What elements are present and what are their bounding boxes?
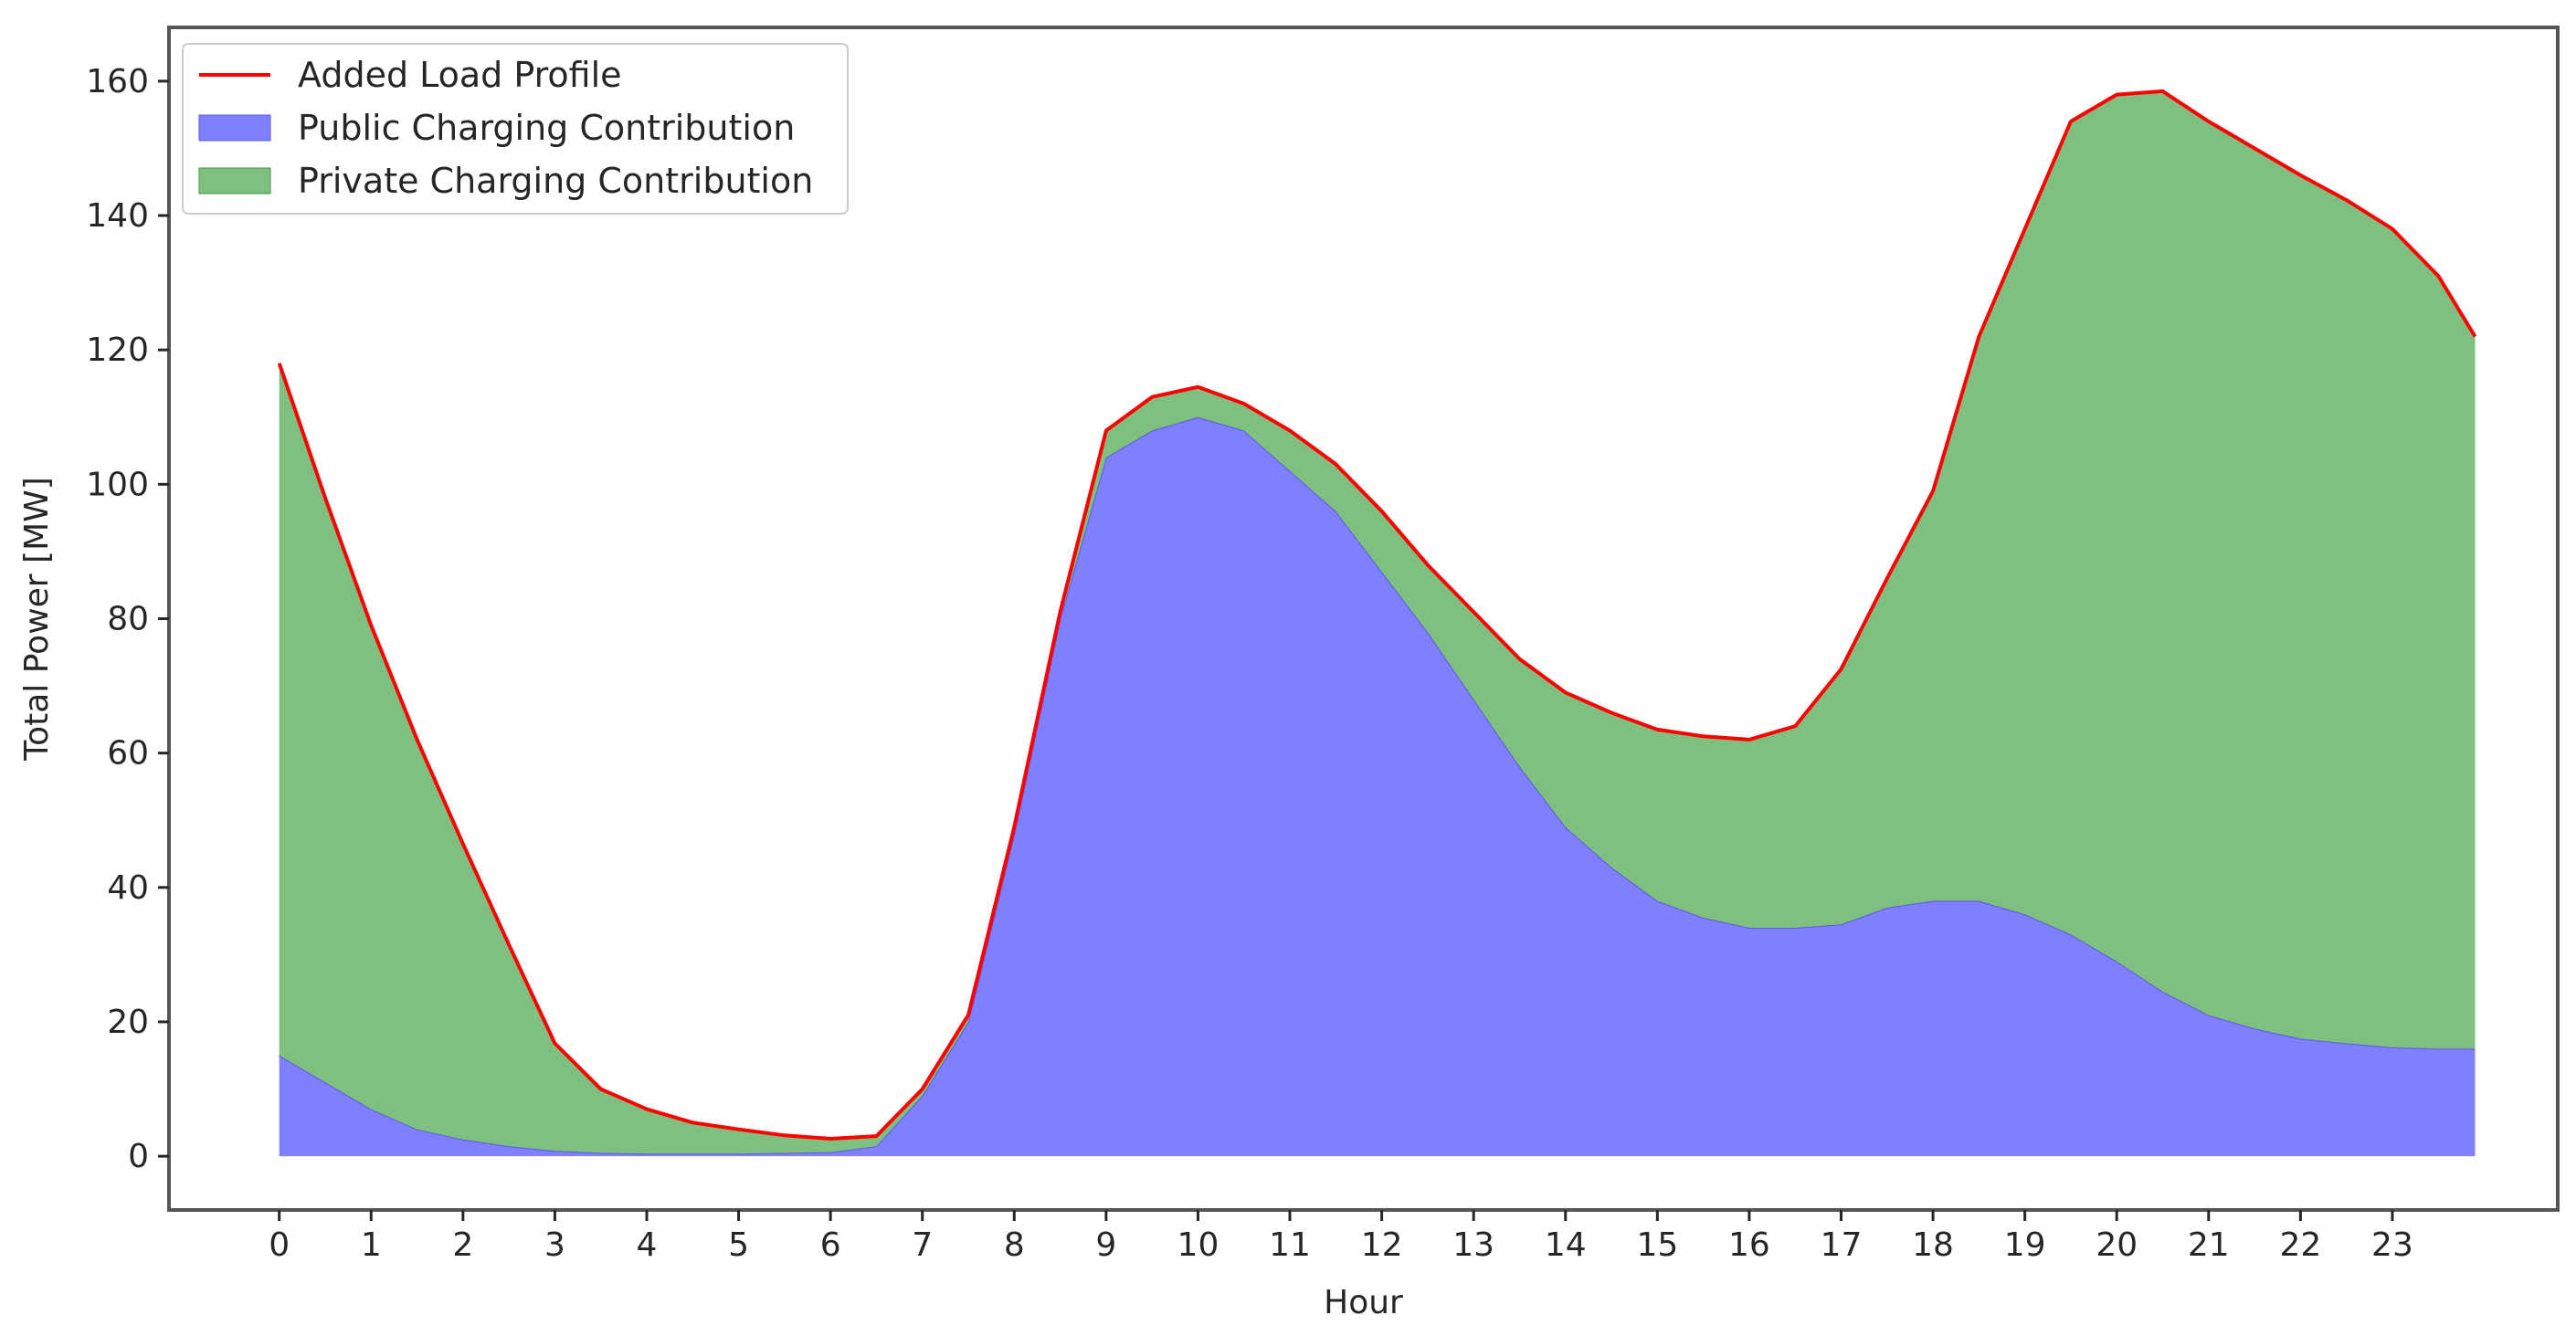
areas-layer xyxy=(278,89,2476,1157)
legend: Added Load Profile Public Charging Contri… xyxy=(182,43,849,215)
x-axis-label: Hour xyxy=(1324,1284,1403,1321)
legend-label: Public Charging Contribution xyxy=(298,108,795,148)
x-tick-label: 15 xyxy=(1636,1226,1678,1264)
legend-label: Private Charging Contribution xyxy=(298,161,813,201)
legend-swatch xyxy=(198,167,271,195)
legend-box xyxy=(182,43,849,215)
x-tick-label: 0 xyxy=(269,1226,290,1264)
x-tick-label: 20 xyxy=(2096,1226,2138,1264)
x-tick-label: 10 xyxy=(1177,1226,1219,1264)
x-tick-label: 5 xyxy=(728,1226,749,1264)
x-tick-label: 18 xyxy=(1912,1226,1954,1264)
legend-swatch xyxy=(198,114,271,142)
x-tick-label: 21 xyxy=(2188,1226,2230,1264)
x-tick-label: 12 xyxy=(1361,1226,1403,1264)
y-tick-label: 140 xyxy=(86,197,149,235)
y-tick-label: 40 xyxy=(107,869,149,907)
y-tick-label: 160 xyxy=(86,63,149,100)
series-line-added-load-profile xyxy=(277,89,2477,1141)
y-axis-label: Total Power [MW] xyxy=(18,477,56,762)
x-tick-label: 11 xyxy=(1269,1226,1311,1264)
x-tick-label: 4 xyxy=(637,1226,658,1264)
y-tick-label: 0 xyxy=(128,1138,149,1175)
x-axis: 0 1 2 3 4 5 6 7 8 9 10 11 12 13 14 15 16 17 18 19 20 21 22 23 xyxy=(269,1210,2413,1264)
area-private-charging xyxy=(279,90,2476,1154)
x-tick-label: 9 xyxy=(1095,1226,1116,1264)
x-tick-label: 3 xyxy=(544,1226,565,1264)
x-tick-label: 19 xyxy=(2004,1226,2046,1264)
x-tick-label: 8 xyxy=(1004,1226,1025,1264)
x-tick-label: 22 xyxy=(2279,1226,2321,1264)
x-tick-label: 13 xyxy=(1452,1226,1494,1264)
y-tick-label: 20 xyxy=(107,1004,149,1041)
y-tick-label: 60 xyxy=(107,735,149,773)
x-tick-label: 14 xyxy=(1545,1226,1587,1264)
y-tick-label: 100 xyxy=(86,466,149,503)
y-tick-label: 80 xyxy=(107,601,149,638)
y-tick-label: 120 xyxy=(86,331,149,369)
x-tick-label: 17 xyxy=(1821,1226,1863,1264)
area-public-charging xyxy=(279,416,2476,1157)
y-axis: 0 20 40 60 80 100 120 140 160 xyxy=(86,63,169,1175)
x-tick-label: 16 xyxy=(1728,1226,1770,1264)
line-layer xyxy=(277,89,2477,1141)
x-tick-label: 23 xyxy=(2371,1226,2413,1264)
x-tick-label: 6 xyxy=(820,1226,841,1264)
legend-label: Added Load Profile xyxy=(298,55,622,95)
x-tick-label: 1 xyxy=(361,1226,382,1264)
x-tick-label: 7 xyxy=(912,1226,933,1264)
x-tick-label: 2 xyxy=(452,1226,473,1264)
